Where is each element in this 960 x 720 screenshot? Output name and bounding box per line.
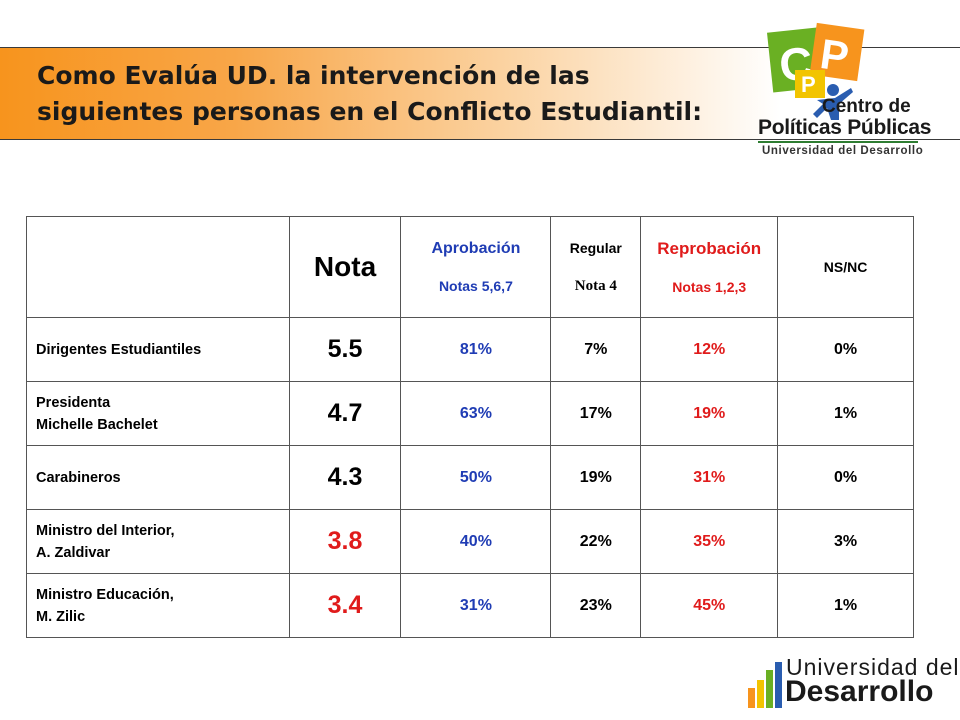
udd-logo-icon xyxy=(748,662,782,708)
row-nsnc: 0% xyxy=(777,317,914,382)
row-label: Carabineros xyxy=(26,445,290,510)
row-label-line1: Ministro Educación, xyxy=(36,586,174,603)
header-empty xyxy=(26,216,290,318)
table-row: Dirigentes Estudiantiles 5.5 81% 7% 12% … xyxy=(26,317,914,382)
title-band xyxy=(0,47,780,139)
header-reprobacion-sub: Notas 1,2,3 xyxy=(672,279,747,295)
table-header-row: Nota Aprobación Notas 5,6,7 Regular Nota… xyxy=(26,216,914,318)
header-rule-top xyxy=(0,47,960,48)
row-nota: 4.7 xyxy=(288,381,402,446)
page-title-line2: siguientes personas en el Conflicto Estu… xyxy=(37,97,703,126)
header-aprobacion: Aprobación Notas 5,6,7 xyxy=(400,216,552,318)
row-label: Ministro del Interior, A. Zaldivar xyxy=(26,509,290,574)
header-reprobacion-label: Reprobación xyxy=(657,239,762,258)
header-aprobacion-sub: Notas 5,6,7 xyxy=(438,278,513,294)
table-row: Ministro del Interior, A. Zaldivar 3.8 4… xyxy=(26,509,914,574)
row-nsnc: 1% xyxy=(777,381,914,446)
row-nsnc: 0% xyxy=(777,445,914,510)
row-reprobacion: 19% xyxy=(640,381,779,446)
cpp-logo-divider xyxy=(758,141,918,143)
header-aprobacion-label: Aprobación xyxy=(431,240,521,257)
row-nota: 3.8 xyxy=(288,509,402,574)
row-nota: 3.4 xyxy=(288,573,402,638)
header-regular-sub: Nota 4 xyxy=(574,277,617,294)
table-row: Presidenta Michelle Bachelet 4.7 63% 17%… xyxy=(26,381,914,446)
row-regular: 22% xyxy=(550,509,642,574)
row-regular: 19% xyxy=(550,445,642,510)
cpp-logo-icon: C P P xyxy=(767,22,865,120)
row-reprobacion: 31% xyxy=(640,445,779,510)
row-regular: 7% xyxy=(550,317,642,382)
evaluation-table: Nota Aprobación Notas 5,6,7 Regular Nota… xyxy=(26,216,914,638)
row-aprobacion: 50% xyxy=(400,445,552,510)
row-reprobacion: 35% xyxy=(640,509,779,574)
svg-text:P: P xyxy=(801,72,816,97)
udd-logo-line2: Desarrollo xyxy=(785,675,934,708)
row-label-line1: Presidenta xyxy=(36,394,111,411)
header-reprobacion: Reprobación Notas 1,2,3 xyxy=(640,216,779,318)
header-nsnc: NS/NC xyxy=(777,216,914,318)
row-nsnc: 1% xyxy=(777,573,914,638)
row-nota: 5.5 xyxy=(288,317,402,382)
cpp-logo-line2: Políticas Públicas xyxy=(758,116,932,139)
page-title: Como Evalúa UD. la intervención de las s… xyxy=(37,58,777,130)
row-regular: 17% xyxy=(550,381,642,446)
row-label-line1: Ministro del Interior, xyxy=(36,522,175,539)
row-aprobacion: 81% xyxy=(400,317,552,382)
row-label-line1: Dirigentes Estudiantiles xyxy=(36,341,202,358)
table-row: Ministro Educación, M. Zilic 3.4 31% 23%… xyxy=(26,573,914,638)
row-label-line2: M. Zilic xyxy=(36,608,86,625)
cpp-logo-line3: Universidad del Desarrollo xyxy=(762,145,924,157)
udd-logo-line1: Universidad del xyxy=(786,654,960,680)
row-label-line2: Michelle Bachelet xyxy=(36,416,158,433)
row-aprobacion: 40% xyxy=(400,509,552,574)
row-regular: 23% xyxy=(550,573,642,638)
header-regular: Regular Nota 4 xyxy=(550,216,642,318)
row-reprobacion: 12% xyxy=(640,317,779,382)
page-title-line1: Como Evalúa UD. la intervención de las xyxy=(37,61,590,90)
row-aprobacion: 63% xyxy=(400,381,552,446)
row-label: Dirigentes Estudiantiles xyxy=(26,317,290,382)
header-nota: Nota xyxy=(288,216,402,318)
row-nsnc: 3% xyxy=(777,509,914,574)
row-reprobacion: 45% xyxy=(640,573,779,638)
table-row: Carabineros 4.3 50% 19% 31% 0% xyxy=(26,445,914,510)
row-label-line2: A. Zaldivar xyxy=(36,544,111,561)
header-rule-bottom xyxy=(0,139,960,140)
row-label: Presidenta Michelle Bachelet xyxy=(26,381,290,446)
row-label: Ministro Educación, M. Zilic xyxy=(26,573,290,638)
header-regular-label: Regular xyxy=(569,239,622,256)
row-aprobacion: 31% xyxy=(400,573,552,638)
row-label-line1: Carabineros xyxy=(36,469,121,486)
row-nota: 4.3 xyxy=(288,445,402,510)
cpp-logo-line1: Centro de xyxy=(822,96,911,117)
